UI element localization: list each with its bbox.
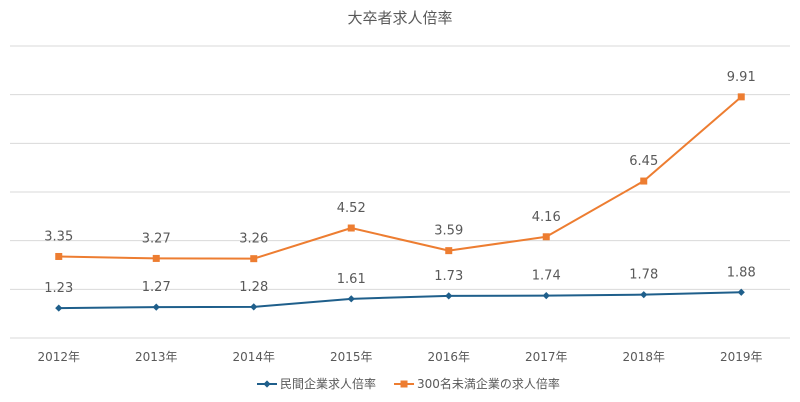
data-point bbox=[55, 252, 63, 260]
series-2 bbox=[55, 93, 745, 263]
data-point bbox=[542, 233, 550, 241]
x-tick-label: 2016年 bbox=[427, 350, 470, 364]
series-line bbox=[58, 291, 742, 310]
data-labels: 1.23 1.27 1.28 1.61 1.73 1.74 1.78 1.88 3.35 3.27… bbox=[44, 70, 755, 296]
data-label: 1.73 bbox=[434, 269, 463, 284]
data-label: 3.27 bbox=[142, 231, 171, 246]
data-label: 4.52 bbox=[337, 201, 366, 216]
data-point bbox=[250, 255, 258, 263]
x-tick-label: 2018年 bbox=[622, 350, 665, 364]
legend: 民間企業求人倍率 300名未満企業の求人倍率 bbox=[257, 376, 560, 391]
data-label: 1.88 bbox=[727, 265, 756, 280]
x-tick-label: 2015年 bbox=[330, 350, 373, 364]
series-line bbox=[58, 96, 742, 260]
data-point bbox=[640, 177, 648, 185]
data-label: 4.16 bbox=[532, 210, 561, 225]
legend-item-1: 民間企業求人倍率 bbox=[257, 376, 376, 391]
legend-label: 民間企業求人倍率 bbox=[280, 376, 376, 391]
legend-item-2: 300名未満企業の求人倍率 bbox=[394, 376, 560, 391]
data-point bbox=[445, 292, 453, 300]
data-point bbox=[737, 93, 745, 101]
data-label: 1.28 bbox=[239, 280, 268, 295]
legend-swatch-marker bbox=[400, 380, 408, 388]
data-label: 9.91 bbox=[727, 70, 756, 85]
data-label: 1.23 bbox=[44, 281, 73, 296]
x-axis-ticks: 2012年 2013年 2014年 2015年 2016年 2017年 2018年 2019年 bbox=[37, 350, 762, 364]
data-point bbox=[640, 291, 648, 299]
series-1 bbox=[55, 288, 745, 312]
data-point bbox=[347, 224, 355, 232]
data-point bbox=[347, 295, 355, 303]
data-label: 6.45 bbox=[629, 154, 658, 169]
series-layer bbox=[55, 93, 745, 312]
data-label: 3.26 bbox=[239, 232, 268, 247]
legend-label: 300名未満企業の求人倍率 bbox=[417, 376, 560, 391]
data-point bbox=[250, 303, 258, 311]
gridlines bbox=[10, 45, 790, 339]
data-point bbox=[152, 303, 160, 311]
data-point bbox=[152, 254, 160, 262]
x-tick-label: 2019年 bbox=[720, 350, 763, 364]
data-point bbox=[542, 292, 550, 300]
data-point bbox=[737, 288, 745, 296]
x-tick-label: 2014年 bbox=[232, 350, 275, 364]
x-tick-label: 2017年 bbox=[525, 350, 568, 364]
legend-swatch-marker bbox=[263, 380, 271, 388]
x-tick-label: 2012年 bbox=[37, 350, 80, 364]
data-label: 3.35 bbox=[44, 229, 73, 244]
data-label: 1.74 bbox=[532, 269, 561, 284]
chart-title: 大卒者求人倍率 bbox=[347, 9, 452, 27]
data-point bbox=[445, 247, 453, 255]
x-tick-label: 2013年 bbox=[135, 350, 178, 364]
data-label: 1.61 bbox=[337, 272, 366, 287]
data-label: 1.78 bbox=[629, 268, 658, 283]
data-label: 3.59 bbox=[434, 224, 463, 239]
data-label: 1.27 bbox=[142, 280, 171, 295]
data-point bbox=[55, 304, 63, 312]
